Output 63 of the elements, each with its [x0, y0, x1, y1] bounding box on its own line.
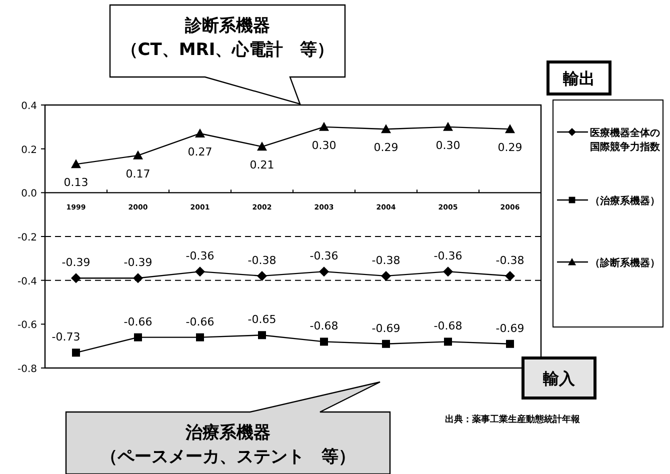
data-label: -0.36 — [186, 250, 214, 263]
point — [72, 348, 80, 357]
point — [443, 122, 453, 131]
point — [319, 122, 329, 131]
label-box: 輸入 — [522, 356, 596, 400]
data-label: -0.39 — [62, 256, 90, 270]
data-label: -0.38 — [248, 254, 276, 267]
y-tick-label: -0.6 — [17, 320, 37, 332]
point — [320, 338, 328, 346]
point — [505, 270, 515, 281]
point — [444, 338, 452, 346]
point — [382, 340, 390, 348]
point — [443, 266, 453, 277]
point — [258, 331, 266, 340]
point — [195, 266, 205, 277]
y-tick-label: 0.4 — [21, 101, 37, 112]
point — [71, 273, 81, 284]
callout: 診断系機器 （CT、MRI、心電計 等） — [109, 4, 346, 105]
data-label: -0.38 — [496, 254, 524, 267]
data-label: 0.29 — [374, 141, 398, 154]
y-tick-label: 0.0 — [21, 188, 37, 200]
y-tick-label: -0.2 — [17, 232, 37, 244]
point — [195, 128, 205, 138]
data-label: -0.39 — [124, 256, 152, 270]
point — [134, 333, 142, 342]
point — [257, 270, 267, 281]
data-label: -0.36 — [434, 250, 462, 263]
data-label: 0.30 — [436, 138, 460, 152]
point — [133, 150, 143, 160]
point — [71, 159, 81, 168]
data-label: -0.73 — [52, 330, 80, 344]
data-label: 0.21 — [250, 158, 274, 172]
point — [133, 273, 143, 284]
label-box: 輸出 — [546, 60, 612, 96]
callout: 治療系機器 （ペースメーカ、ステント 等） — [65, 381, 391, 474]
point — [381, 270, 391, 281]
y-tick-label: 0.2 — [21, 144, 37, 156]
point — [196, 333, 204, 342]
legend-label: 医療機器全体の国際競争力指数 — [590, 127, 661, 153]
data-label: 0.17 — [126, 167, 150, 180]
point — [257, 142, 267, 151]
data-label: -0.69 — [372, 322, 400, 335]
legend-label: （診断系機器） — [590, 257, 660, 269]
data-label: -0.68 — [310, 320, 338, 333]
data-label: 0.13 — [64, 176, 88, 190]
data-label: -0.38 — [372, 254, 400, 267]
data-label: -0.65 — [248, 313, 276, 326]
data-label: -0.36 — [310, 250, 338, 263]
point — [506, 340, 514, 348]
legend-label: （治療系機器） — [590, 195, 660, 207]
data-label: -0.66 — [124, 315, 152, 328]
data-label: 0.30 — [312, 138, 336, 152]
point — [319, 266, 329, 277]
point — [381, 124, 391, 134]
data-label: -0.68 — [434, 320, 462, 333]
y-tick-label: -0.8 — [17, 364, 37, 375]
data-label: 0.27 — [188, 145, 212, 158]
data-label: -0.66 — [186, 315, 214, 328]
point — [505, 124, 515, 134]
data-label: -0.69 — [496, 322, 524, 335]
source-note: 出典：薬事工業生産動態統計年報 — [445, 414, 581, 425]
y-tick-label: -0.4 — [17, 276, 37, 288]
data-label: 0.29 — [498, 141, 522, 154]
